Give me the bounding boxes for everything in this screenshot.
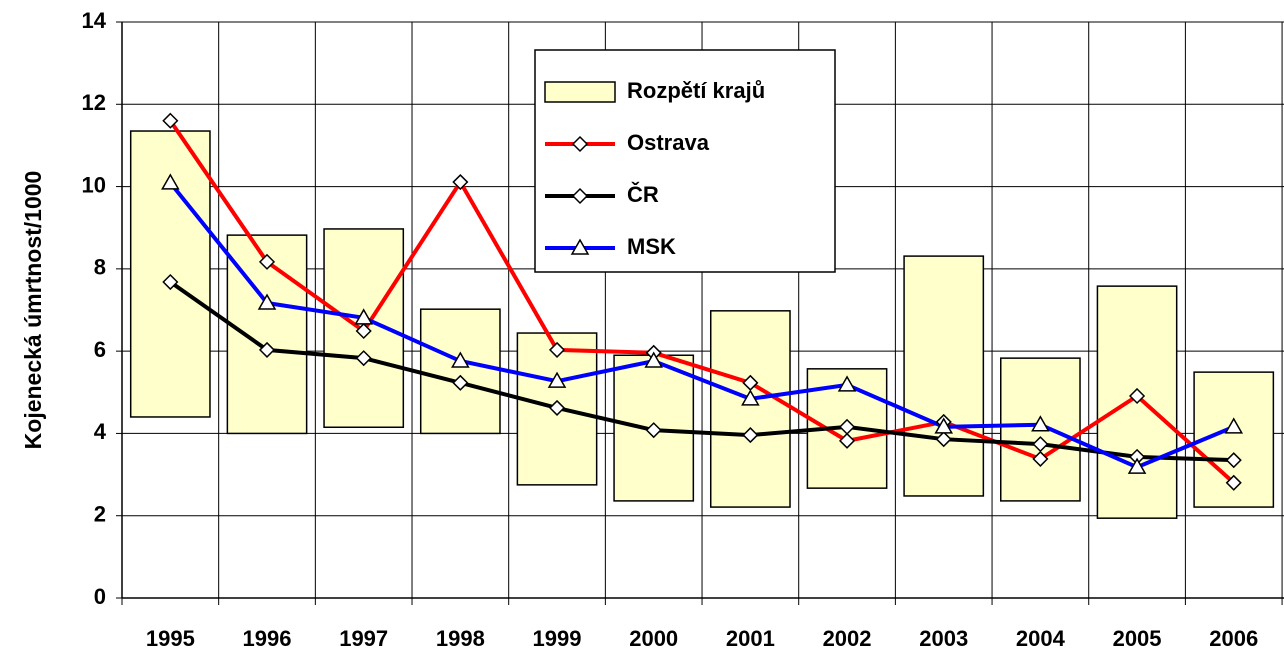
x-tick-label: 2003 <box>919 626 968 651</box>
legend-swatch <box>544 81 616 103</box>
legend-label: MSK <box>627 234 676 259</box>
y-tick-label: 6 <box>94 337 106 362</box>
marker <box>257 293 277 310</box>
legend-label: Ostrava <box>627 130 710 155</box>
marker <box>354 308 373 325</box>
y-tick-label: 12 <box>82 90 106 115</box>
x-tick-label: 1997 <box>339 626 388 651</box>
marker <box>837 375 857 392</box>
legend-marker <box>571 135 589 153</box>
marker <box>1032 436 1049 453</box>
y-axis-title: Kojenecká úmrtnost/1000 <box>20 171 46 450</box>
x-tick-label: 1998 <box>436 626 485 651</box>
y-tick-label: 8 <box>94 255 106 280</box>
x-tick-label: 2005 <box>1113 626 1162 651</box>
marker <box>548 341 566 358</box>
x-tick-label: 2006 <box>1209 626 1258 651</box>
line <box>168 119 1236 485</box>
y-tick-label: 4 <box>94 419 107 444</box>
legend-label: ČR <box>627 182 659 207</box>
marker <box>1224 417 1244 434</box>
marker <box>161 173 180 190</box>
marker <box>548 399 566 416</box>
marker <box>452 173 469 191</box>
y-tick-label: 14 <box>82 8 107 33</box>
legend: Rozpětí krajů Ostrava ČR MSK <box>534 49 836 273</box>
marker <box>547 371 567 388</box>
marker <box>741 389 760 406</box>
x-tick-label: 1995 <box>146 626 195 651</box>
marker <box>645 422 662 439</box>
marker <box>935 431 952 448</box>
y-tick-label: 2 <box>94 502 106 527</box>
line <box>168 181 1235 470</box>
y-tick-label: 0 <box>94 584 106 609</box>
x-tick-label: 2004 <box>1016 626 1066 651</box>
range-bar <box>1000 357 1081 502</box>
marker <box>1225 474 1242 491</box>
marker <box>451 351 470 368</box>
marker <box>742 427 759 444</box>
range-bar <box>419 308 501 435</box>
x-tick-label: 2001 <box>726 626 775 651</box>
y-tick-label: 10 <box>82 172 106 197</box>
marker <box>355 350 372 367</box>
x-tick-label: 2002 <box>823 626 872 651</box>
marker <box>934 417 954 434</box>
x-tick-label: 1999 <box>533 626 582 651</box>
marker <box>644 351 663 368</box>
legend-marker <box>570 238 590 255</box>
range-bar <box>709 310 791 508</box>
marker <box>1128 387 1146 405</box>
marker <box>258 341 276 358</box>
x-tick-label: 1996 <box>243 626 292 651</box>
legend-marker <box>571 187 589 205</box>
marker <box>1031 415 1050 432</box>
marker <box>1127 457 1147 474</box>
marker <box>162 273 179 291</box>
x-tick-label: 2000 <box>629 626 678 651</box>
range-bar <box>903 255 985 497</box>
marker <box>838 432 856 449</box>
line <box>169 280 1234 463</box>
marker <box>452 374 469 391</box>
marker <box>838 418 856 435</box>
legend-label: Rozpětí krajů <box>627 78 765 103</box>
marker <box>1225 452 1242 469</box>
marker <box>355 322 372 340</box>
marker <box>162 112 179 129</box>
marker <box>1032 450 1049 467</box>
marker <box>258 253 276 270</box>
